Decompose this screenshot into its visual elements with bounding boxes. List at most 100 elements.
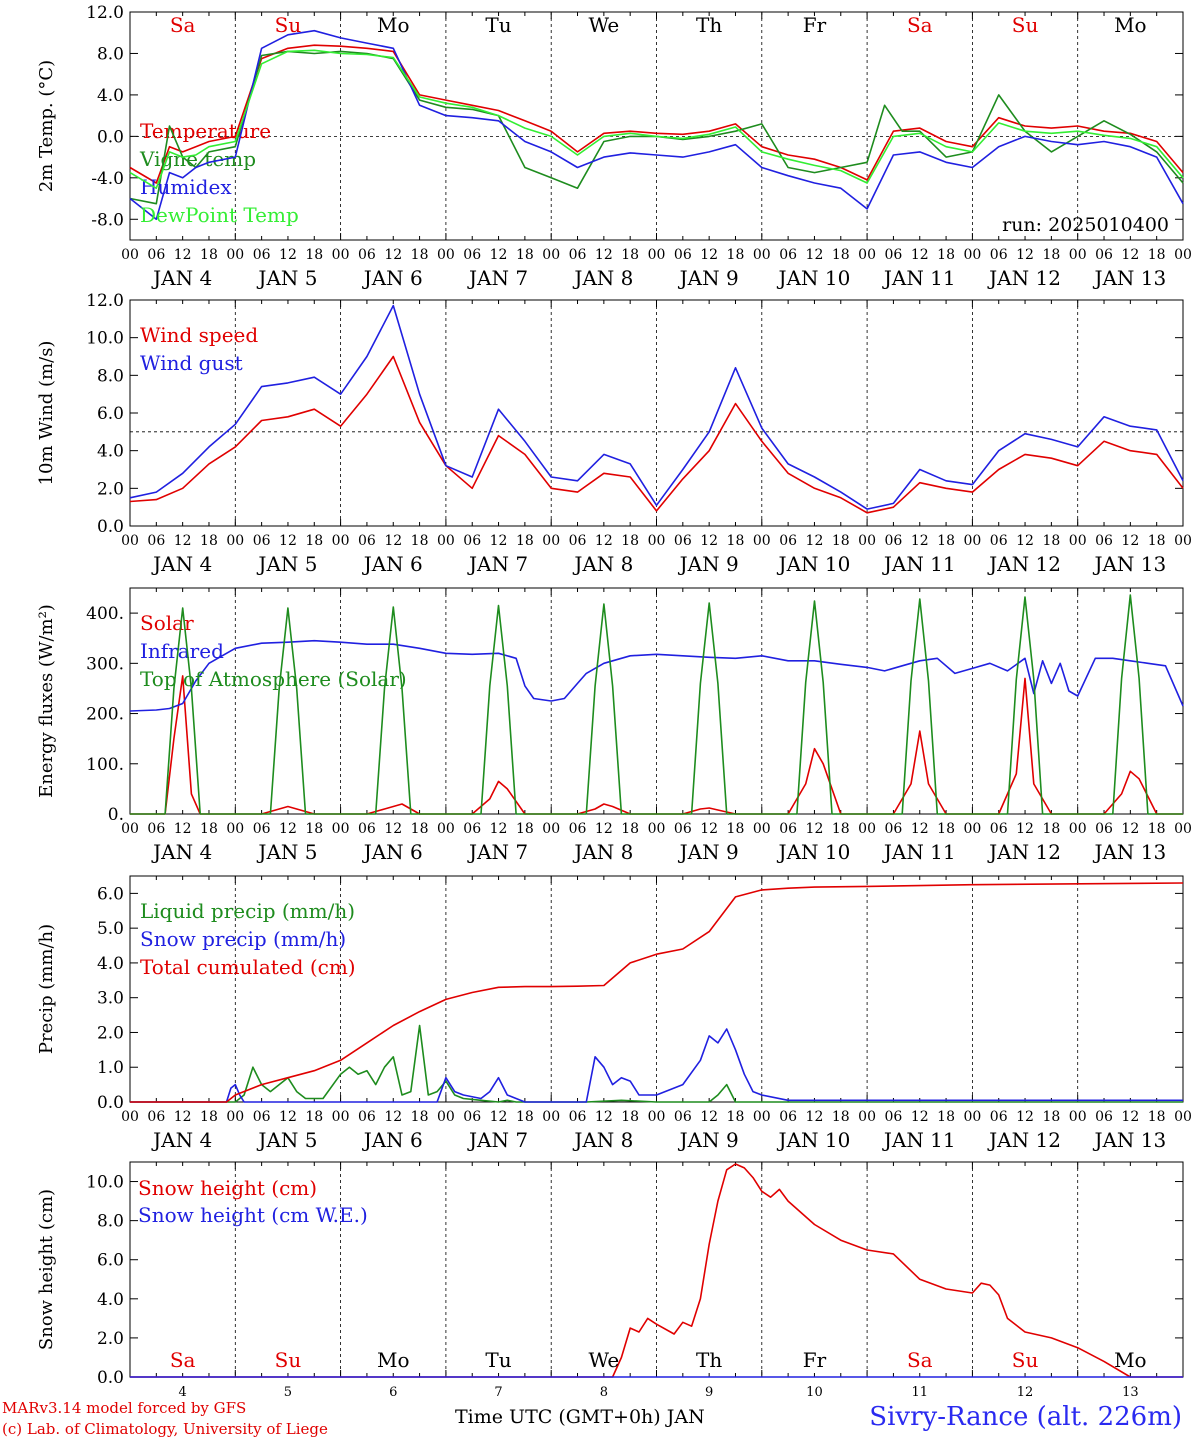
- day-name: Fr: [803, 13, 827, 37]
- hour-tick-label: 18: [1042, 821, 1060, 837]
- y-tick-label: 0.0: [97, 1368, 124, 1388]
- hour-tick-label: 18: [305, 1109, 323, 1125]
- hour-tick-label: 06: [147, 1109, 165, 1125]
- hour-tick-label: 00: [542, 247, 560, 263]
- date-label: 10: [806, 1385, 823, 1400]
- date-label: JAN 12: [987, 840, 1061, 864]
- y-tick-label: 8.0: [97, 44, 124, 64]
- day-name: Mo: [1114, 13, 1147, 37]
- hour-tick-label: 12: [1121, 821, 1139, 837]
- hour-tick-label: 18: [1042, 247, 1060, 263]
- y-tick-label: -8.0: [91, 210, 124, 230]
- hour-tick-label: 00: [963, 247, 981, 263]
- hour-tick-label: 12: [174, 533, 192, 549]
- hour-tick-label: 12: [490, 1109, 508, 1125]
- hour-tick-label: 12: [174, 247, 192, 263]
- hour-tick-label: 06: [569, 533, 587, 549]
- hour-tick-label: 18: [200, 1109, 218, 1125]
- series-line-2: [129, 304, 1184, 510]
- date-label: JAN 11: [882, 266, 956, 290]
- hour-tick-label: 12: [1121, 247, 1139, 263]
- date-label: JAN 5: [256, 552, 317, 576]
- hour-tick-label: 18: [727, 1109, 745, 1125]
- hour-tick-label: 06: [463, 533, 481, 549]
- date-label: JAN 7: [467, 840, 528, 864]
- hour-tick-label: 12: [384, 247, 402, 263]
- date-label: 6: [389, 1385, 397, 1400]
- hour-tick-label: 06: [463, 247, 481, 263]
- y-tick-label: 6.0: [97, 404, 124, 424]
- hour-tick-label: 00: [226, 247, 244, 263]
- hour-tick-label: 12: [1121, 533, 1139, 549]
- hour-tick-label: 18: [200, 247, 218, 263]
- hour-tick-label: 12: [595, 247, 613, 263]
- legend-entry: Liquid precip (mm/h): [140, 899, 355, 923]
- hour-tick-label: 00: [437, 1109, 455, 1125]
- hour-tick-label: 00: [648, 821, 666, 837]
- hour-tick-label: 12: [700, 533, 718, 549]
- hour-tick-label: 00: [753, 1109, 771, 1125]
- hour-tick-label: 12: [384, 533, 402, 549]
- hour-tick-label: 12: [279, 821, 297, 837]
- day-name: Su: [275, 13, 302, 37]
- hour-tick-label: 18: [621, 247, 639, 263]
- hour-tick-label: 00: [1069, 821, 1087, 837]
- hour-tick-label: 18: [727, 247, 745, 263]
- date-label: JAN 6: [362, 1128, 423, 1152]
- date-label: JAN 4: [151, 552, 212, 576]
- hour-tick-label: 18: [1148, 821, 1166, 837]
- time-axis-label: Time UTC (GMT+0h) JAN: [455, 1406, 705, 1428]
- hour-tick-label: 18: [1148, 247, 1166, 263]
- hour-tick-label: 18: [305, 533, 323, 549]
- hour-tick-label: 06: [358, 1109, 376, 1125]
- hour-tick-label: 06: [1095, 247, 1113, 263]
- day-name: Sa: [170, 1348, 196, 1372]
- hour-tick-label: 00: [858, 821, 876, 837]
- date-label: JAN 6: [362, 552, 423, 576]
- hour-tick-label: 00: [542, 533, 560, 549]
- y-tick-label: 12.0: [86, 3, 124, 23]
- hour-tick-label: 06: [779, 821, 797, 837]
- y-axis-label: Snow height (cm): [36, 1189, 57, 1350]
- hour-tick-label: 18: [727, 821, 745, 837]
- hour-tick-label: 00: [858, 247, 876, 263]
- date-label: JAN 7: [467, 1128, 528, 1152]
- y-axis-label: 10m Wind (m/s): [36, 341, 57, 486]
- date-label: JAN 12: [987, 1128, 1061, 1152]
- hour-tick-label: 18: [411, 533, 429, 549]
- hour-tick-label: 06: [674, 1109, 692, 1125]
- hour-tick-label: 18: [1042, 1109, 1060, 1125]
- y-tick-label: 10.0: [86, 1173, 124, 1193]
- day-name: Fr: [803, 1348, 827, 1372]
- run-label: run: 2025010400: [1002, 214, 1169, 236]
- legend-entry: Wind speed: [140, 323, 258, 347]
- hour-tick-label: 18: [200, 821, 218, 837]
- day-name: Mo: [377, 13, 410, 37]
- hour-tick-label: 06: [253, 533, 271, 549]
- hour-tick-label: 12: [806, 533, 824, 549]
- hour-tick-label: 06: [885, 1109, 903, 1125]
- panel-2: 12.0 10.0 8.0 6.0 4.0 2.0 0.0 10m Wind (m/s) Win…: [36, 291, 1192, 576]
- hour-tick-label: 00: [963, 1109, 981, 1125]
- date-label: JAN 10: [777, 1128, 851, 1152]
- date-label: 12: [1017, 1385, 1034, 1400]
- y-tick-label: 8.0: [97, 1212, 124, 1232]
- date-label: JAN 8: [572, 840, 633, 864]
- y-axis-label: Precip (mm/h): [36, 924, 57, 1054]
- date-label: JAN 8: [572, 552, 633, 576]
- date-label: 11: [911, 1385, 928, 1400]
- day-name: Th: [696, 13, 722, 37]
- date-label: JAN 4: [151, 266, 212, 290]
- y-tick-label: 2.0: [97, 1329, 124, 1349]
- hour-tick-label: 18: [516, 1109, 534, 1125]
- date-label: 13: [1122, 1385, 1139, 1400]
- hour-tick-label: 18: [516, 247, 534, 263]
- date-label: JAN 11: [882, 1128, 956, 1152]
- hour-tick-label: 00: [121, 533, 139, 549]
- hour-tick-label: 12: [700, 247, 718, 263]
- hour-tick-label: 06: [147, 821, 165, 837]
- date-label: JAN 13: [1092, 1128, 1166, 1152]
- hour-tick-label: 00: [226, 1109, 244, 1125]
- y-tick-label: 100.: [86, 755, 124, 775]
- hour-tick-label: 06: [779, 247, 797, 263]
